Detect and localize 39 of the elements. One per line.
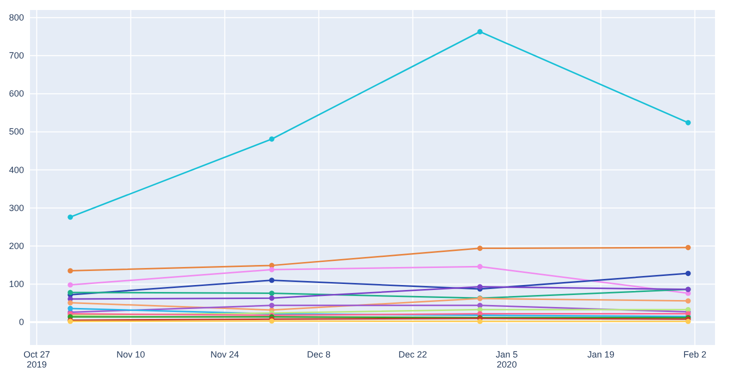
point — [269, 278, 274, 283]
y-tick-label: 600 — [8, 88, 24, 99]
x-tick-label: Dec 22 — [398, 349, 428, 360]
x-tick-label: Dec 8 — [307, 349, 331, 360]
y-tick-label: 100 — [8, 278, 24, 289]
point — [68, 290, 73, 296]
point — [685, 244, 691, 250]
x-tick-label: Nov 24 — [210, 349, 240, 360]
y-tick-label: 300 — [8, 202, 24, 213]
point — [269, 290, 274, 296]
point — [68, 306, 73, 312]
y-tick-label: 700 — [8, 50, 24, 61]
point — [477, 246, 483, 251]
x-tick-label: Jan 5 2020 — [496, 349, 518, 370]
x-tick-label: Oct 27 2019 — [23, 349, 50, 370]
y-tick-label: 800 — [8, 12, 24, 22]
y-tick-label: 500 — [8, 126, 24, 137]
y-tick-label: 0 — [18, 317, 24, 328]
y-tick-label: 200 — [8, 240, 24, 251]
point — [685, 270, 691, 276]
point — [685, 298, 691, 304]
point — [68, 268, 73, 274]
x-tick-label: Feb 2 — [683, 349, 706, 360]
point — [269, 296, 274, 301]
point — [68, 300, 73, 306]
point — [477, 264, 483, 270]
point — [477, 318, 483, 324]
point — [269, 266, 274, 272]
x-tick-label: Jan 19 — [587, 349, 614, 360]
point — [685, 318, 691, 324]
x-tick-label: Nov 10 — [116, 349, 145, 360]
point — [685, 120, 691, 126]
point — [68, 214, 73, 220]
point — [269, 302, 274, 308]
point — [477, 284, 483, 290]
point — [269, 136, 274, 142]
point — [68, 282, 73, 288]
point — [477, 29, 483, 34]
y-tick-label: 400 — [8, 164, 24, 175]
